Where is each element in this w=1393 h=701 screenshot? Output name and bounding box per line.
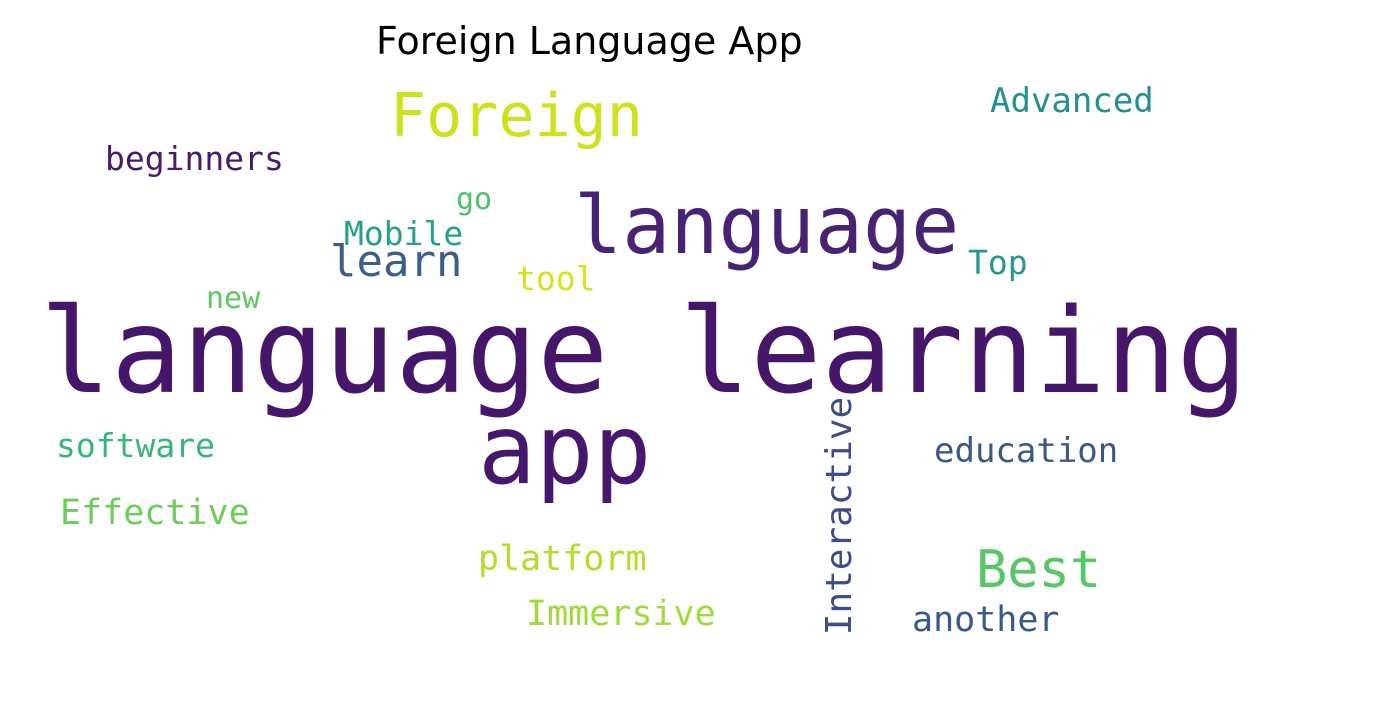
word-language-learning: language learning xyxy=(40,282,1248,420)
word-another: another xyxy=(912,600,1060,640)
word-tool: tool xyxy=(516,259,596,298)
word-education: education xyxy=(934,431,1119,471)
word-best: Best xyxy=(976,540,1102,600)
word-language: language xyxy=(574,179,960,272)
word-software: software xyxy=(56,426,215,465)
word-immersive: Immersive xyxy=(526,594,716,634)
word-new: new xyxy=(206,281,261,316)
word-learn: learn xyxy=(330,236,463,287)
word-mobile: Mobile xyxy=(344,214,464,253)
word-interactive: Interactive xyxy=(819,396,860,636)
word-foreign: Foreign xyxy=(390,81,643,151)
word-advanced: Advanced xyxy=(990,81,1154,121)
word-beginners: beginners xyxy=(105,139,284,178)
word-go: go xyxy=(456,182,493,217)
word-platform: platform xyxy=(478,539,647,579)
word-top: Top xyxy=(968,243,1028,282)
word-effective: Effective xyxy=(60,493,250,533)
word-cloud: Foreign Language App language learning a… xyxy=(40,19,1248,640)
chart-title: Foreign Language App xyxy=(376,19,803,63)
word-app: app xyxy=(478,394,652,506)
